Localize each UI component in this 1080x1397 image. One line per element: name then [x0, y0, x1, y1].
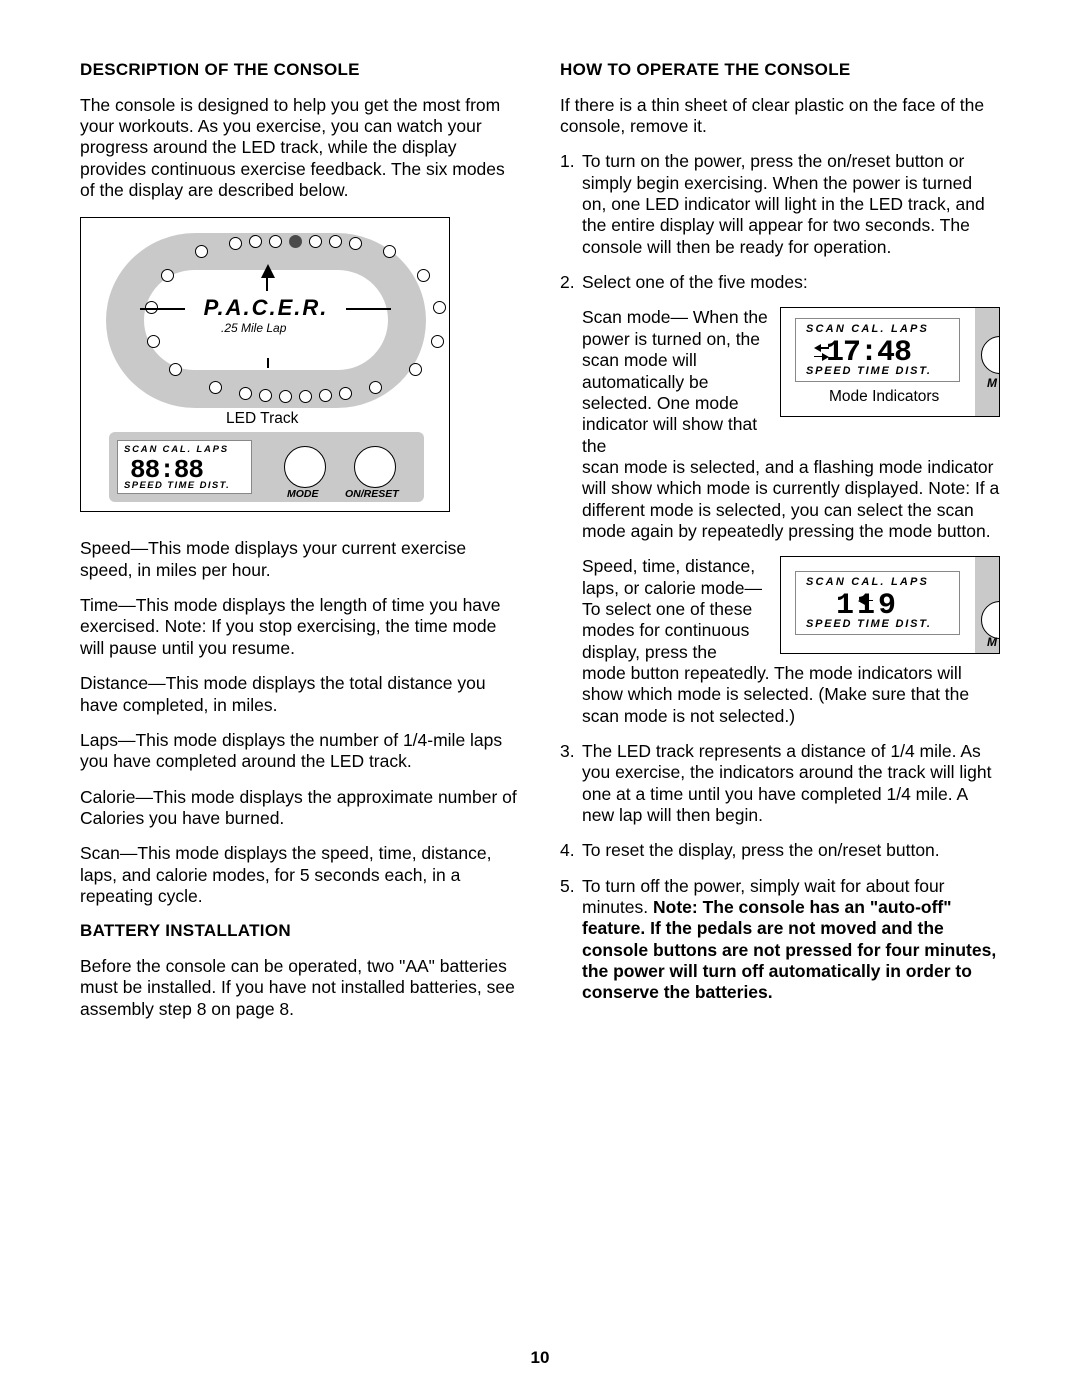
mode-button[interactable] — [284, 446, 326, 488]
mode-select-figure: SCAN CAL. LAPS 119 SPEED TIME DIST. M — [780, 556, 1000, 654]
console-diagram: P.A.C.E.R. .25 Mile Lap LED Track SCAN C… — [80, 217, 450, 512]
track-tick — [267, 358, 269, 368]
intro-paragraph: The console is designed to help you get … — [80, 95, 520, 202]
mode-indicators-label: Mode Indicators — [829, 388, 939, 407]
m-label: M — [987, 376, 997, 391]
inset2-bottom-labels: SPEED TIME DIST. — [806, 618, 932, 631]
scan-mode-rest: scan mode is selected, and a flashing mo… — [582, 457, 999, 541]
heading-battery: BATTERY INSTALLATION — [80, 921, 520, 942]
lcd-top-labels: SCAN CAL. LAPS — [124, 444, 229, 456]
mode-time: Time—This mode displays the length of ti… — [80, 595, 520, 659]
step-2-label: Select one of the five modes: — [582, 272, 808, 292]
mode-speed: Speed—This mode displays your current ex… — [80, 538, 520, 581]
reset-button-label: ON/RESET — [345, 488, 399, 501]
mode-calorie: Calorie—This mode displays the approxima… — [80, 787, 520, 830]
arrow-up-icon — [261, 264, 275, 278]
inset-bottom-labels: SPEED TIME DIST. — [806, 365, 932, 378]
step-4: To reset the display, press the on/reset… — [560, 840, 1000, 861]
left-column: DESCRIPTION OF THE CONSOLE The console i… — [80, 60, 520, 1034]
divider-line — [140, 308, 185, 309]
step-2: Select one of the five modes: SCAN CAL. … — [560, 272, 1000, 727]
right-column: HOW TO OPERATE THE CONSOLE If there is a… — [560, 60, 1000, 1034]
inset-lcd-2: SCAN CAL. LAPS 119 SPEED TIME DIST. — [795, 571, 960, 635]
step-3: The LED track represents a distance of 1… — [560, 741, 1000, 826]
other-mode-lead: Speed, time, distance, laps, or calorie … — [582, 556, 762, 661]
inset-lcd: SCAN CAL. LAPS 17:48 SPEED TIME DIST. — [795, 318, 960, 382]
lap-label: .25 Mile Lap — [221, 321, 286, 336]
mode-indicators-figure: SCAN CAL. LAPS 17:48 SPEED TIME DIST. M … — [780, 307, 1000, 417]
page-number: 10 — [0, 1348, 1080, 1369]
divider-line — [346, 308, 391, 309]
on-reset-button[interactable] — [354, 446, 396, 488]
step-5: To turn off the power, simply wait for a… — [560, 876, 1000, 1004]
battery-paragraph: Before the console can be operated, two … — [80, 956, 520, 1020]
brand-label: P.A.C.E.R. — [191, 295, 341, 322]
mode-distance: Distance—This mode displays the total di… — [80, 673, 520, 716]
lcd-panel: SCAN CAL. LAPS 88:88 SPEED TIME DIST. MO… — [109, 432, 424, 502]
arrow-stem — [266, 277, 268, 291]
lcd-bottom-labels: SPEED TIME DIST. — [124, 480, 230, 492]
mode-scan: Scan—This mode displays the speed, time,… — [80, 843, 520, 907]
scan-mode-lead: Scan mode— When the power is turned on, … — [582, 307, 768, 455]
heading-description: DESCRIPTION OF THE CONSOLE — [80, 60, 520, 81]
two-column-layout: DESCRIPTION OF THE CONSOLE The console i… — [80, 60, 1000, 1034]
mode-button-label: MODE — [287, 488, 319, 501]
operate-intro: If there is a thin sheet of clear plasti… — [560, 95, 1000, 138]
m-label-2: M — [987, 635, 997, 650]
lcd-display: SCAN CAL. LAPS 88:88 SPEED TIME DIST. — [117, 440, 252, 494]
other-mode-rest: mode button repeatedly. The mode indicat… — [582, 663, 969, 726]
led-track-label: LED Track — [226, 410, 298, 429]
step-1: To turn on the power, press the on/reset… — [560, 151, 1000, 258]
steps-list: To turn on the power, press the on/reset… — [560, 151, 1000, 1003]
mode-laps: Laps—This mode displays the number of 1/… — [80, 730, 520, 773]
heading-operate: HOW TO OPERATE THE CONSOLE — [560, 60, 1000, 81]
